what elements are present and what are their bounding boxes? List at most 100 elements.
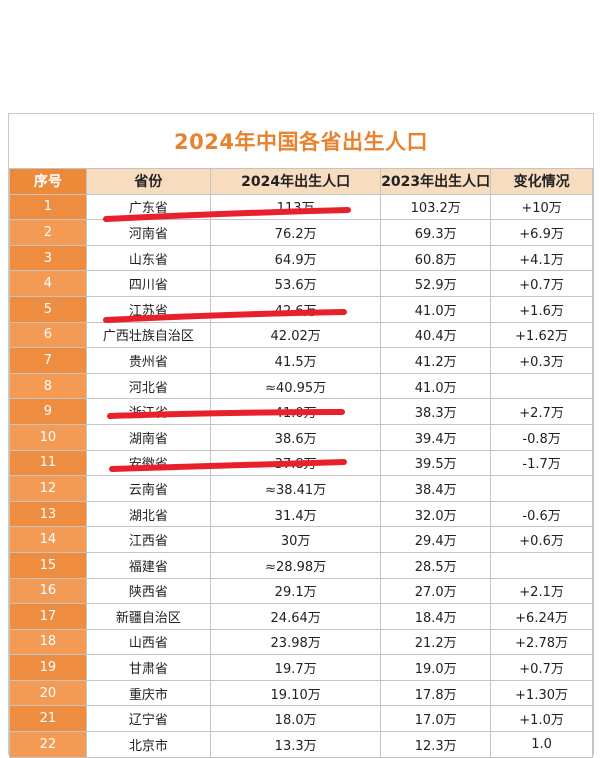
births-2024: 19.10万 [210,679,382,707]
table-title: 2024年中国各省出生人口 [174,130,428,154]
births-2024: 41.5万 [210,347,382,374]
table-row: 3 山东省 64.9万 60.8万 +4.1万 [9,244,593,272]
change-value: +1.6万 [490,295,593,323]
births-2023: 18.4万 [380,603,492,630]
province-name: 广东省 [85,193,212,221]
row-index: 16 [9,577,87,605]
births-2023: 32.0万 [380,500,492,528]
province-name: 四川省 [85,270,212,297]
change-value: -0.6万 [490,500,593,528]
births-2024: 42.6万 [210,295,382,323]
table-row: 21 辽宁省 18.0万 17.0万 +1.0万 [9,705,593,733]
province-name: 河南省 [85,219,212,246]
row-index: 9 [9,398,87,425]
table-row: 13 湖北省 31.4万 32.0万 -0.6万 [9,500,593,528]
province-name: 浙江省 [85,398,212,425]
births-2023: 27.0万 [380,577,492,605]
table-row: 18 山西省 23.98万 21.2万 +2.78万 [9,628,593,656]
births-2023: 60.8万 [380,244,492,272]
change-value: +6.9万 [490,219,593,246]
births-2024: ≈28.98万 [210,551,382,579]
province-name: 广西壮族自治区 [85,321,212,349]
province-name: 福建省 [85,551,212,579]
births-2023: 12.3万 [380,731,492,758]
births-2024: ≈40.95万 [210,372,382,400]
births-2023: 38.4万 [380,475,492,502]
province-name: 河北省 [85,372,212,400]
births-2024: 53.6万 [210,270,382,297]
row-index: 8 [9,372,87,400]
births-2024: 29.1万 [210,577,382,605]
province-name: 贵州省 [85,347,212,374]
table-row: 19 甘肃省 19.7万 19.0万 +0.7万 [9,654,593,681]
row-index: 11 [9,449,87,477]
change-value: -1.7万 [490,449,593,477]
table-row: 17 新疆自治区 24.64万 18.4万 +6.24万 [9,603,593,630]
change-value: +0.6万 [490,526,593,553]
header-index: 序号 [9,168,87,195]
row-index: 7 [9,347,87,374]
change-value: +2.78万 [490,628,593,656]
births-2024: 23.98万 [210,628,382,656]
change-value: 1.0 [490,731,593,758]
births-2024: ≈38.41万 [210,475,382,502]
change-value: +1.0万 [490,705,593,733]
change-value: +2.1万 [490,577,593,605]
change-value: +6.24万 [490,603,593,630]
change-value: +10万 [490,193,593,221]
change-value: +2.7万 [490,398,593,425]
table-row: 7 贵州省 41.5万 41.2万 +0.3万 [9,347,593,374]
births-2024: 113万 [210,193,382,221]
table-row: 20 重庆市 19.10万 17.8万 +1.30万 [9,679,593,707]
births-2023: 28.5万 [380,551,492,579]
births-2023: 41.0万 [380,295,492,323]
births-2023: 21.2万 [380,628,492,656]
header-2024: 2024年出生人口 [210,168,382,195]
row-index: 13 [9,500,87,528]
province-name: 北京市 [85,731,212,758]
births-2024: 18.0万 [210,705,382,733]
province-name: 安徽省 [85,449,212,477]
row-index: 2 [9,219,87,246]
table-row: 10 湖南省 38.6万 39.4万 -0.8万 [9,423,593,451]
row-index: 21 [9,705,87,733]
births-2023: 41.2万 [380,347,492,374]
province-name: 湖南省 [85,423,212,451]
row-index: 17 [9,603,87,630]
births-2024: 30万 [210,526,382,553]
province-name: 江苏省 [85,295,212,323]
change-value [490,551,593,579]
table-row: 8 河北省 ≈40.95万 41.0万 [9,372,593,400]
province-name: 山东省 [85,244,212,272]
births-2023: 41.0万 [380,372,492,400]
row-index: 19 [9,654,87,681]
births-2024: 38.6万 [210,423,382,451]
province-name: 新疆自治区 [85,603,212,630]
birth-population-table: 序号 省份 2024年出生人口 2023年出生人口 变化情况 1 广东省 113万 1… [9,168,593,758]
province-name: 甘肃省 [85,654,212,681]
table-row: 4 四川省 53.6万 52.9万 +0.7万 [9,270,593,297]
births-2024: 42.02万 [210,321,382,349]
births-2024: 64.9万 [210,244,382,272]
row-index: 14 [9,526,87,553]
change-value: +0.7万 [490,270,593,297]
table-sheet: 2024年中国各省出生人口 序号 省份 2024年出生人口 2023年出生人口 … [8,113,594,758]
table-row: 15 福建省 ≈28.98万 28.5万 [9,551,593,579]
births-2023: 29.4万 [380,526,492,553]
header-change: 变化情况 [490,168,593,195]
births-2023: 39.4万 [380,423,492,451]
row-index: 10 [9,423,87,451]
change-value: -0.8万 [490,423,593,451]
province-name: 辽宁省 [85,705,212,733]
province-name: 陕西省 [85,577,212,605]
change-value [490,372,593,400]
births-2024: 31.4万 [210,500,382,528]
births-2024: 37.8万 [210,449,382,477]
table-row: 5 江苏省 42.6万 41.0万 +1.6万 [9,295,593,323]
row-index: 20 [9,679,87,707]
table-row: 16 陕西省 29.1万 27.0万 +2.1万 [9,577,593,605]
row-index: 12 [9,475,87,502]
change-value: +4.1万 [490,244,593,272]
births-2023: 19.0万 [380,654,492,681]
births-2024: 24.64万 [210,603,382,630]
